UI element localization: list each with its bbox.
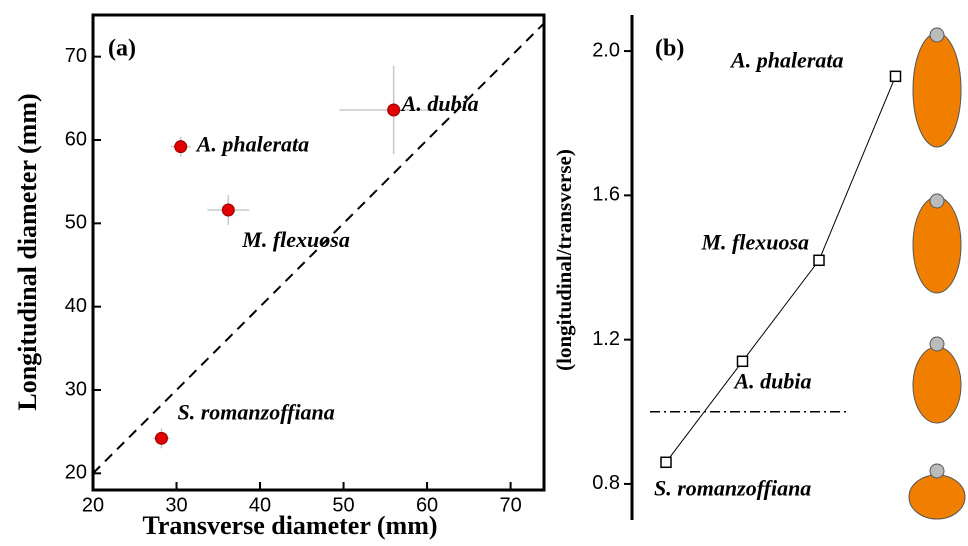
point — [154, 431, 168, 445]
y-tick-label: 20 — [65, 462, 87, 484]
point-label: A. dubia — [400, 91, 479, 116]
plot-frame — [91, 13, 546, 492]
fruit-icons — [908, 27, 966, 520]
y-tick-label: 40 — [65, 295, 87, 317]
y-tick-label: 30 — [65, 378, 87, 400]
point — [387, 103, 401, 117]
y-tick-label: 60 — [65, 128, 87, 150]
x-tick-label: 20 — [82, 494, 104, 516]
y-tick-label: 2.0 — [592, 39, 620, 61]
marker — [660, 456, 672, 469]
x-tick-label: 30 — [165, 494, 187, 516]
category-label: M. flexuosa — [700, 229, 809, 254]
y-tick-label: 1.2 — [592, 328, 620, 350]
marker — [889, 70, 902, 83]
x-axis-title: Transverse diameter (mm) — [142, 511, 437, 540]
y-tick-label: 1.6 — [592, 184, 620, 206]
line — [665, 76, 896, 463]
x-tick-label: 70 — [499, 494, 521, 516]
point-label: M. flexuosa — [241, 227, 350, 252]
y-axis-title: Longitudinal diameter (mm) — [13, 93, 42, 410]
marker — [813, 254, 825, 267]
y-tick-label: 50 — [65, 212, 87, 234]
category-label: A. phalerata — [729, 47, 843, 72]
y-tick-label: 70 — [65, 45, 87, 67]
point-label: A. phalerata — [195, 132, 309, 157]
x-tick-label: 60 — [416, 494, 438, 516]
marker — [736, 355, 749, 368]
point-label: S. romanzoffiana — [177, 399, 334, 424]
reference-line — [92, 22, 545, 475]
y-tick-label: 0.8 — [592, 472, 620, 494]
x-tick-label: 40 — [249, 494, 271, 516]
panel-label: (a) — [108, 36, 136, 62]
category-label: S. romanzoffiana — [654, 475, 811, 500]
point — [174, 140, 188, 154]
point — [221, 203, 235, 217]
x-tick-label: 50 — [332, 494, 354, 516]
y-axis-title: (longitudinal/transverse) — [552, 149, 576, 371]
panel-label: (b) — [655, 36, 684, 62]
category-label: A. dubia — [733, 368, 812, 393]
